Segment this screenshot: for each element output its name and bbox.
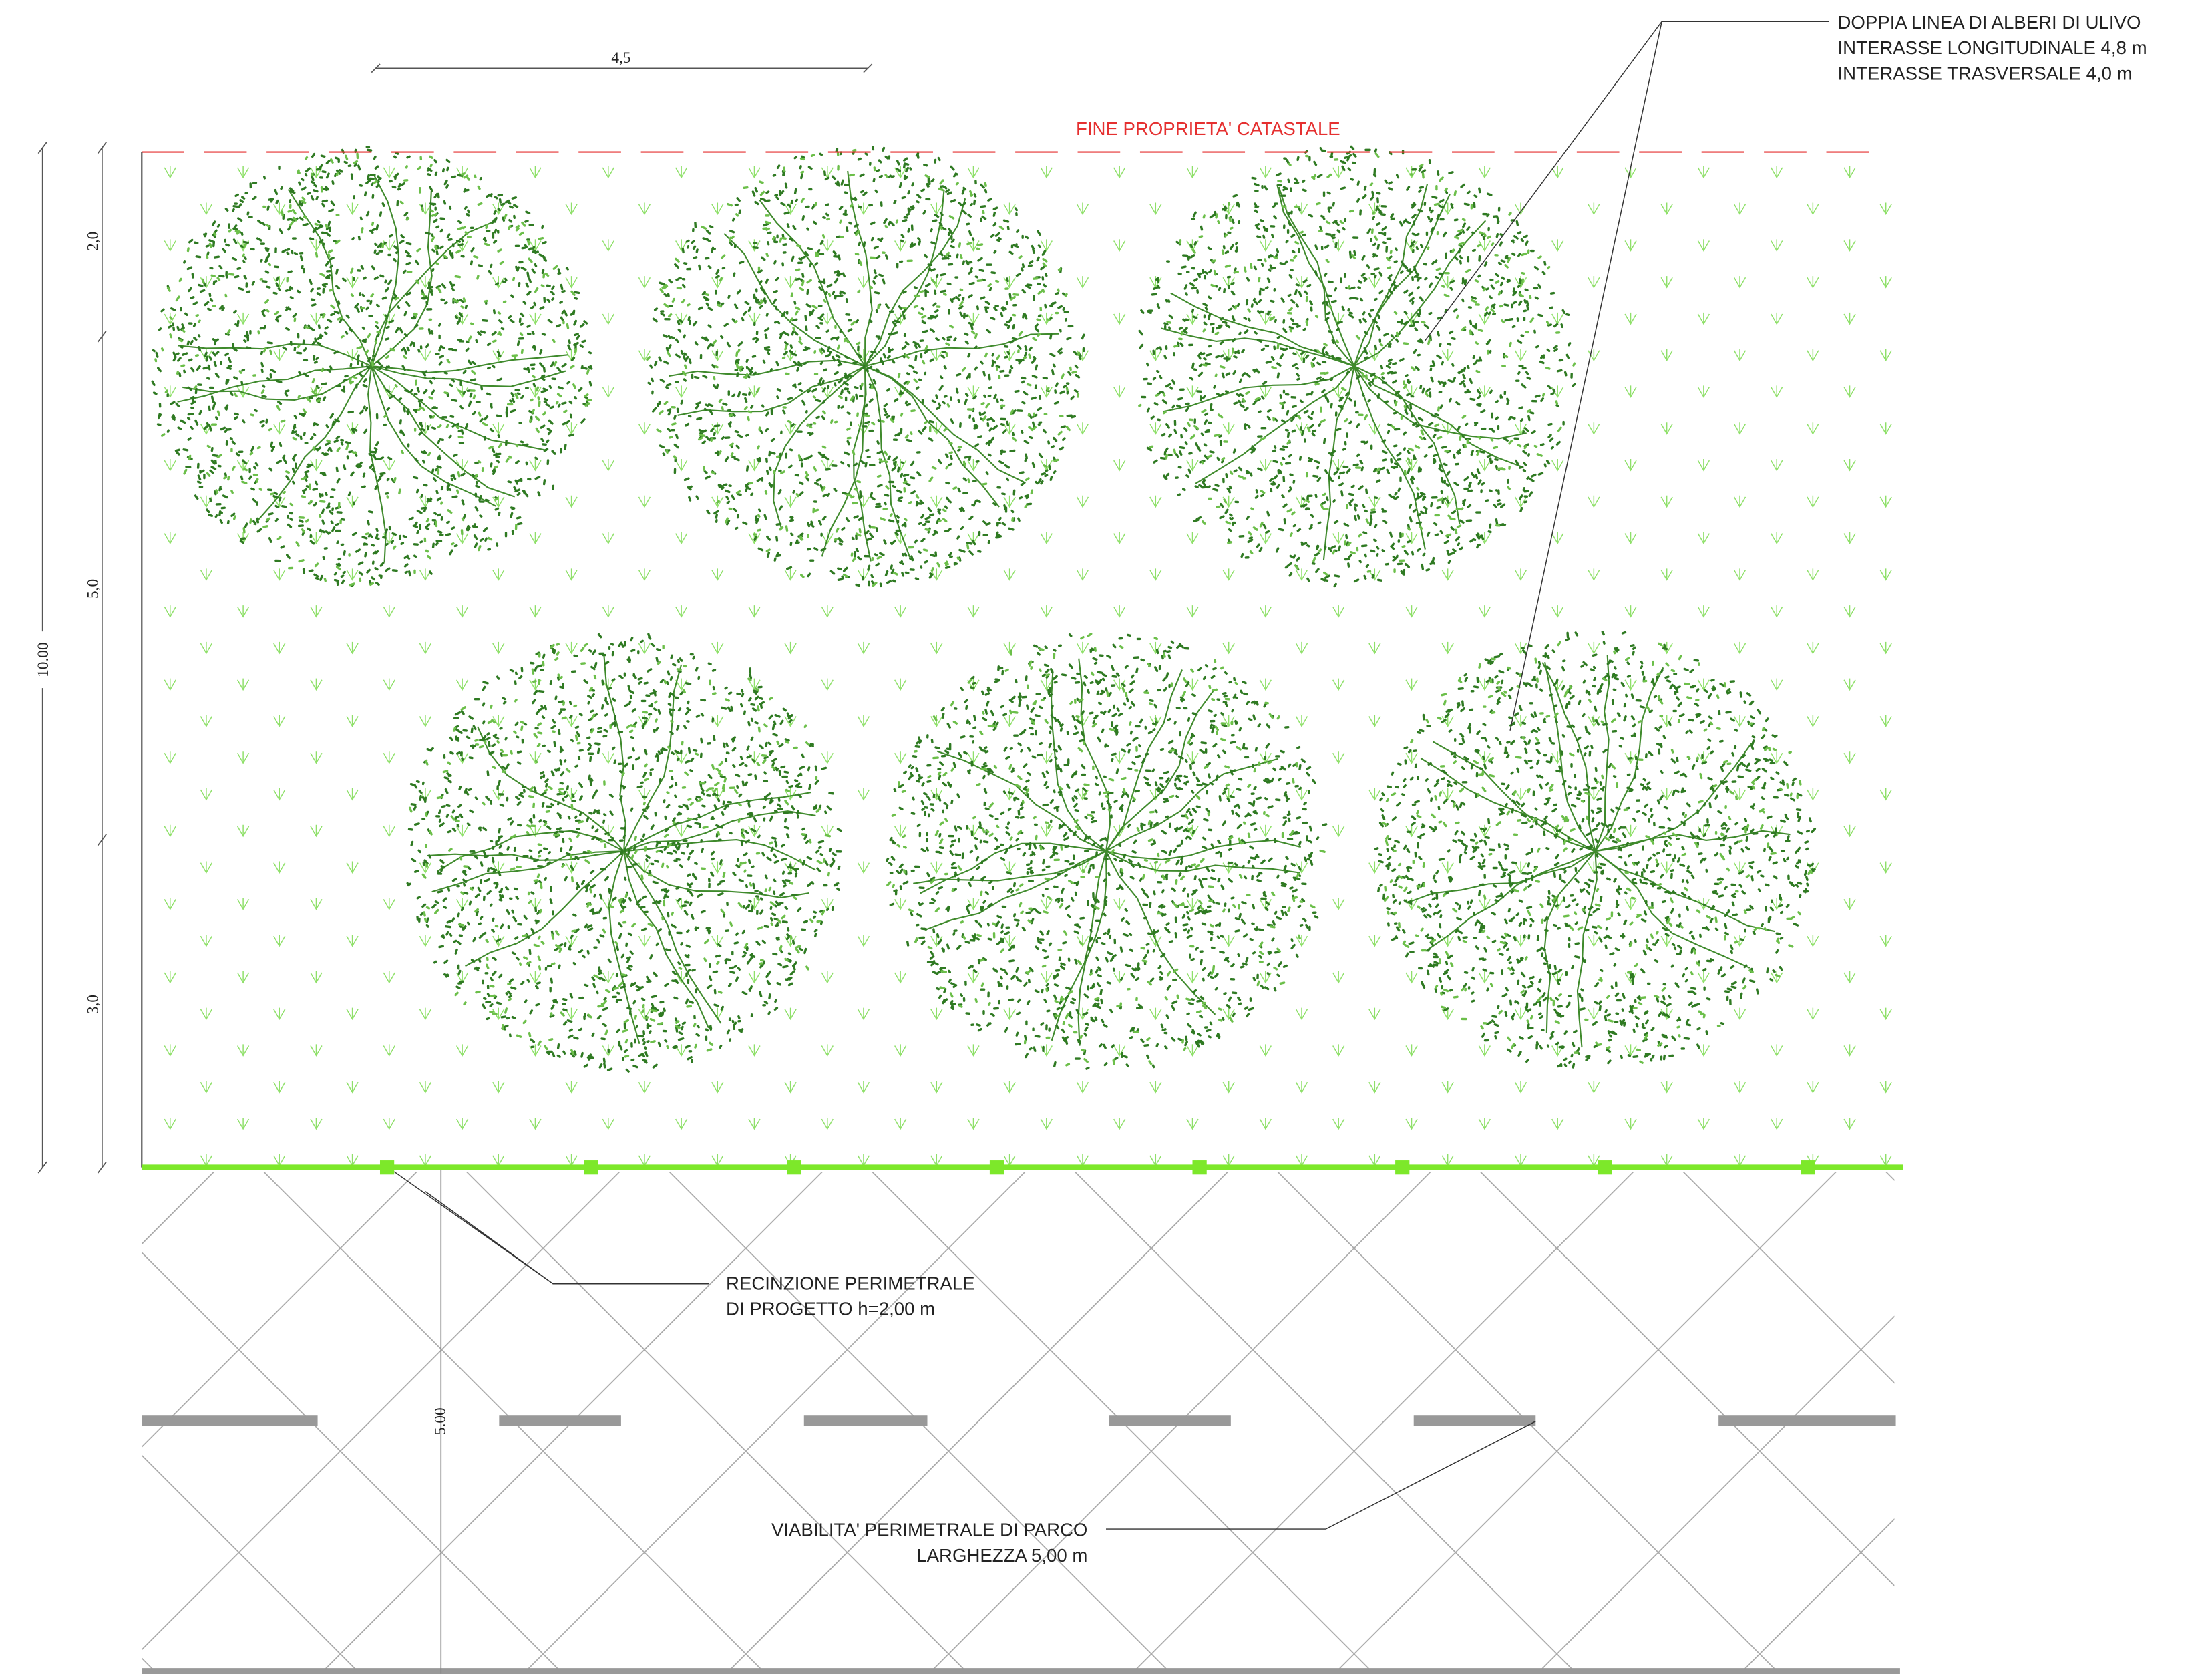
tree-branches — [669, 170, 1059, 562]
tree-foliage — [406, 633, 842, 1073]
dimension-label: 10.00 — [35, 642, 52, 677]
fence-note: DI PROGETTO h=2,00 m — [726, 1298, 935, 1319]
tree-foliage-light — [646, 148, 1081, 587]
tree-foliage-light — [154, 152, 592, 587]
leader-line — [393, 1171, 709, 1285]
fence-post — [1395, 1160, 1410, 1175]
olive-tree — [1138, 145, 1576, 588]
road-hatch — [142, 1172, 1895, 1671]
fence-post — [1598, 1160, 1612, 1175]
olive-tree — [646, 146, 1085, 588]
grass-marks — [164, 166, 1892, 1167]
dimension-label: 4,5 — [611, 49, 630, 67]
tree-foliage-light — [408, 643, 832, 1058]
trees-note: DOPPIA LINEA DI ALBERI DI ULIVO — [1838, 12, 2141, 33]
grass-pattern — [164, 166, 1892, 1167]
tree-foliage-light — [1138, 152, 1576, 576]
label-bg — [33, 631, 51, 689]
tree-foliage-light — [886, 633, 1326, 1067]
dimension-ticks — [371, 63, 873, 73]
leader-line — [1425, 21, 1829, 731]
hatch-lines — [142, 1172, 1895, 1671]
tree-foliage — [886, 633, 1328, 1070]
dimension-label: 3,0 — [84, 995, 102, 1014]
tree-foliage — [151, 146, 593, 587]
olive-tree — [886, 633, 1328, 1070]
trees-note: INTERASSE LONGITUDINALE 4,8 m — [1838, 37, 2147, 58]
dimension-label: 2,0 — [84, 232, 102, 251]
fence-post — [1801, 1160, 1815, 1175]
tree-foliage-light — [1382, 641, 1813, 1064]
leader-line — [1106, 1421, 1536, 1530]
dimension-label: 5,0 — [84, 579, 102, 599]
dimension-ticks — [97, 142, 107, 1174]
tree-branches — [177, 175, 569, 563]
fence-note: RECINZIONE PERIMETRALE — [726, 1273, 975, 1293]
olive-tree — [406, 633, 842, 1073]
fence-post — [584, 1160, 598, 1175]
fence-post — [1192, 1160, 1207, 1175]
tree-foliage — [1138, 145, 1576, 588]
olive-tree — [151, 146, 593, 587]
road-note: LARGHEZZA 5,00 m — [916, 1545, 1087, 1566]
trees-note: INTERASSE TRASVERSALE 4,0 m — [1838, 63, 2133, 83]
dimension-label: 5.00 — [432, 1407, 449, 1435]
fence-post — [989, 1160, 1004, 1175]
tree-branches — [1161, 184, 1527, 561]
boundary-label: FINE PROPRIETA' CATASTALE — [1076, 118, 1340, 139]
olive-trees — [151, 145, 1817, 1073]
dimension-ticks — [37, 142, 47, 1174]
fence-post — [379, 1160, 395, 1175]
fence-post — [787, 1160, 801, 1175]
olive-tree — [1374, 631, 1817, 1069]
road-note: VIABILITA' PERIMETRALE DI PARCO — [771, 1520, 1087, 1540]
tree-foliage — [647, 146, 1085, 588]
fence-posts — [379, 1160, 1815, 1175]
road-markings — [142, 1415, 1900, 1674]
tree-foliage — [1374, 631, 1817, 1069]
